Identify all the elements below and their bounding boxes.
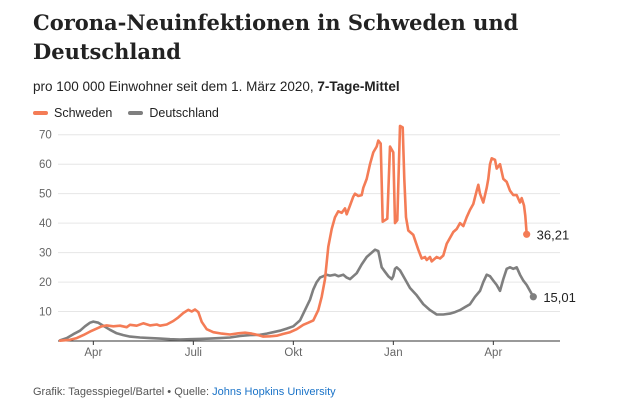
chart-subtitle: pro 100 000 Einwohner seit dem 1. März 2… [33, 79, 400, 94]
legend: Schweden Deutschland [33, 106, 235, 120]
y-tick-label-10: 10 [39, 307, 52, 319]
legend-item-deutschland: Deutschland [128, 106, 219, 120]
end-label-deutschland: 15,01 [543, 290, 576, 305]
end-point-schweden [523, 230, 531, 238]
series-line-schweden [58, 124, 528, 342]
series-line-deutschland [58, 248, 535, 342]
y-tick-label-20: 20 [39, 277, 52, 289]
subtitle-text: pro 100 000 Einwohner seit dem 1. März 2… [33, 79, 318, 94]
x-tick-label-okt-2: Okt [284, 347, 303, 359]
legend-item-schweden: Schweden [33, 106, 112, 120]
x-tick-label-juli-1: Juli [185, 347, 202, 359]
legend-swatch-schweden [33, 111, 48, 115]
y-tick-label-30: 30 [39, 248, 52, 260]
x-tick-label-jan-3: Jan [384, 347, 403, 359]
y-tick-label-70: 70 [39, 130, 52, 142]
chart-title: Corona-Neuinfektionen in Schweden und De… [33, 10, 519, 64]
legend-swatch-deutschland [128, 111, 144, 115]
y-tick-label-50: 50 [39, 189, 52, 201]
y-tick-label-60: 60 [39, 159, 52, 171]
y-tick-label-40: 40 [39, 218, 52, 230]
legend-label-deutschland: Deutschland [149, 106, 219, 120]
footer-prefix: Grafik: Tagesspiegel/Bartel • Quelle: [33, 386, 213, 398]
source-note: Grafik: Tagesspiegel/Bartel • Quelle: Jo… [33, 386, 336, 398]
legend-label-schweden: Schweden [54, 106, 113, 120]
end-point-deutschland [529, 293, 537, 301]
source-link[interactable]: Johns Hopkins University [212, 386, 336, 398]
x-tick-label-apr-4: Apr [484, 347, 502, 359]
subtitle-bold: 7-Tage-Mittel [317, 79, 400, 94]
end-label-schweden: 36,21 [537, 227, 570, 242]
x-tick-label-apr-0: Apr [84, 347, 102, 359]
